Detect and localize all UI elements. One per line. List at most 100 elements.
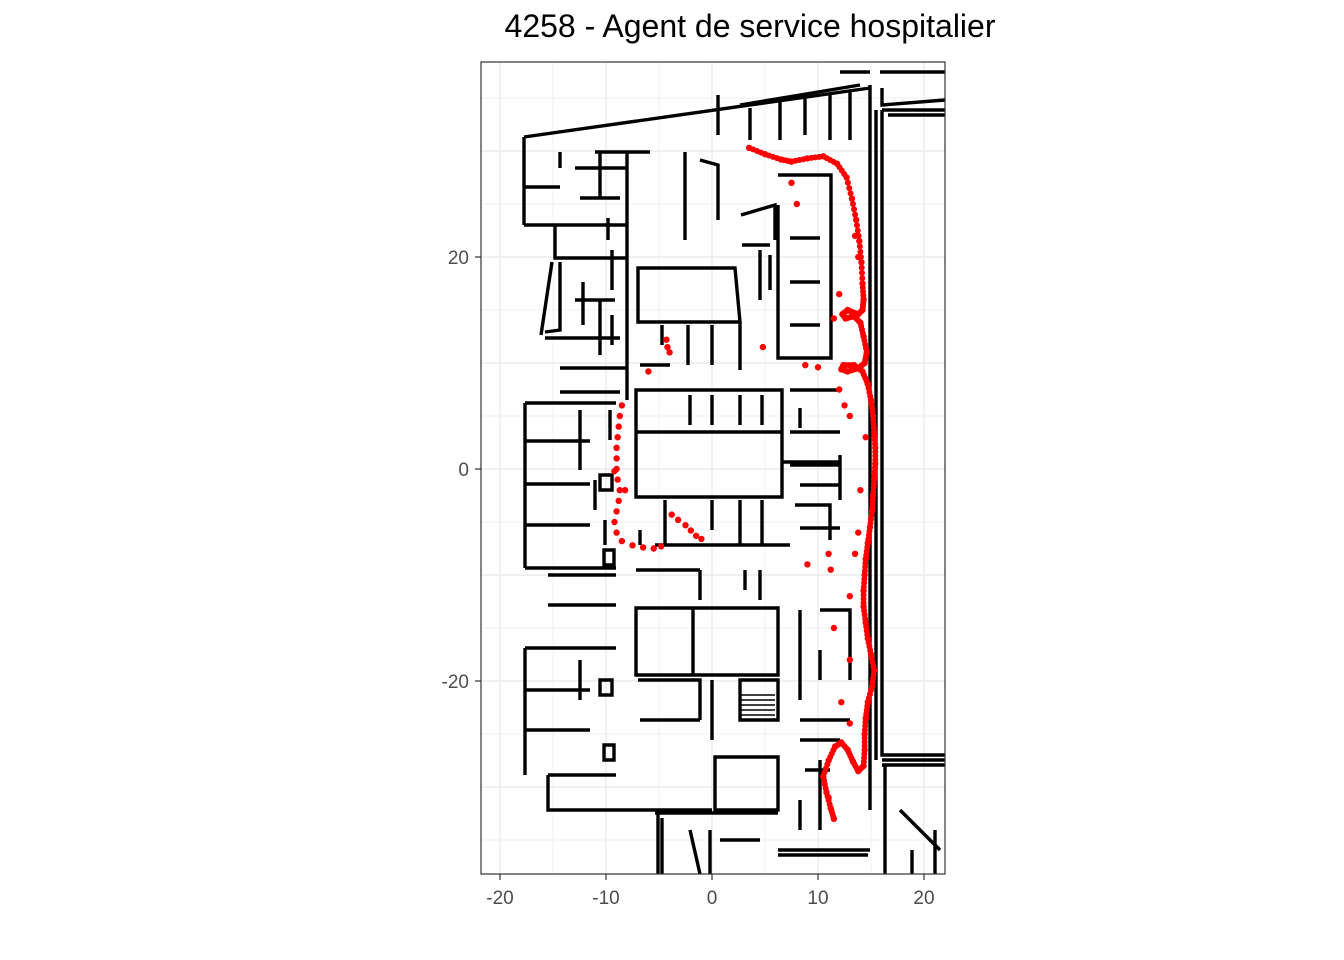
wall: [523, 86, 871, 139]
y-tick-label: 20: [448, 248, 469, 269]
data-point: [844, 179, 851, 186]
data-point: [758, 149, 765, 156]
data-point: [802, 361, 809, 369]
data-point: [827, 754, 834, 761]
data-point: [857, 254, 864, 260]
data-point: [851, 760, 858, 767]
data-point: [871, 472, 878, 479]
data-point: [855, 318, 862, 325]
wall: [740, 202, 777, 290]
staircase: [740, 694, 775, 716]
wall: [880, 108, 945, 757]
data-point: [865, 536, 872, 543]
wall: [548, 573, 616, 607]
data-point: [846, 185, 853, 192]
wall: [738, 678, 780, 722]
data-point: [800, 156, 807, 163]
data-point: [857, 487, 864, 494]
data-point: [865, 695, 872, 702]
wall: [638, 500, 764, 545]
data-point: [836, 290, 843, 298]
data-point: [836, 386, 843, 393]
data-point: [867, 647, 874, 654]
data-point: [867, 393, 874, 400]
data-point: [846, 593, 853, 600]
data-point: [841, 171, 848, 178]
data-point: [869, 679, 876, 686]
data-point: [814, 364, 822, 371]
x-tick-label: 10: [807, 888, 828, 909]
data-point: [856, 243, 863, 250]
data-point: [849, 201, 856, 207]
wall: [882, 758, 945, 874]
wall: [546, 773, 712, 812]
trajectory-points: [611, 144, 879, 822]
data-point: [861, 727, 868, 734]
wall: [539, 261, 562, 336]
wall: [634, 388, 784, 499]
data-point: [833, 742, 840, 749]
data-point: [871, 440, 878, 447]
wall: [716, 83, 861, 140]
wall: [553, 225, 627, 260]
data-point: [825, 550, 832, 557]
data-point: [869, 409, 876, 416]
data-point: [857, 366, 864, 373]
data-point: [830, 813, 837, 820]
wall: [523, 646, 616, 775]
data-point: [854, 227, 861, 234]
wall: [776, 173, 833, 360]
data-point: [785, 158, 792, 165]
data-point: [663, 336, 670, 343]
data-point: [852, 216, 860, 224]
wall: [525, 410, 597, 527]
data-point: [621, 487, 629, 494]
data-point: [841, 402, 848, 409]
data-point: [773, 155, 780, 162]
data-point: [862, 345, 869, 352]
data-point: [821, 769, 828, 776]
data-point: [862, 434, 869, 441]
data-point: [639, 544, 647, 551]
panel-border: [480, 61, 946, 875]
data-point: [846, 720, 853, 727]
data-point: [853, 222, 860, 229]
data-point: [859, 330, 866, 337]
x-tick-label: 20: [913, 888, 934, 909]
wall: [598, 473, 616, 567]
x-tick-label: 0: [707, 888, 718, 909]
x-tick-label: -20: [486, 888, 513, 909]
data-point: [860, 292, 867, 299]
data-point: [830, 624, 838, 632]
data-point: [860, 599, 867, 606]
y-tick-label: -20: [442, 672, 469, 693]
data-point: [613, 455, 620, 462]
data-point: [851, 206, 858, 213]
wall: [575, 282, 615, 355]
data-point: [614, 476, 621, 483]
data-point: [682, 521, 689, 529]
data-point: [666, 349, 673, 356]
data-point: [856, 237, 863, 245]
y-tick-label: 0: [458, 460, 469, 481]
data-point: [862, 615, 869, 622]
x-tick-label: -10: [592, 888, 619, 909]
wall: [790, 388, 840, 467]
wall: [638, 678, 714, 740]
data-point: [822, 785, 829, 792]
data-point: [830, 315, 838, 322]
data-point: [858, 269, 865, 276]
data-point: [668, 511, 675, 518]
data-point: [816, 153, 823, 160]
data-point: [759, 343, 767, 351]
data-point: [851, 550, 859, 557]
wall: [790, 236, 820, 327]
wall: [795, 503, 840, 540]
chart-title: 4258 - Agent de service hospitalier: [504, 8, 996, 44]
data-point: [615, 423, 622, 430]
wall: [660, 325, 714, 365]
data-point: [826, 801, 833, 808]
data-point: [872, 456, 879, 463]
wall: [898, 808, 942, 874]
